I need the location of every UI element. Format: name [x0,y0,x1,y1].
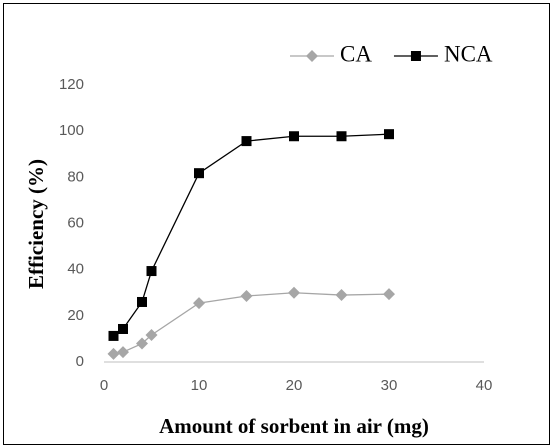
data-point [146,266,157,277]
x-tick-label: 40 [476,377,493,394]
legend-marker [410,51,421,61]
legend-label: NCA [444,41,493,66]
legend-label: CA [340,41,372,66]
y-tick-label: 60 [67,214,84,231]
data-point [336,131,347,142]
data-point [193,297,205,310]
x-axis-title: Amount of sorbent in air (mg) [159,414,429,438]
y-tick-label: 80 [67,168,84,185]
x-tick-label: 0 [100,377,108,394]
data-point [383,288,395,301]
data-point [241,136,252,147]
data-point [384,129,394,140]
data-point [194,168,204,179]
legend-marker [306,50,318,62]
data-point [145,328,158,341]
y-tick-label: 20 [67,307,84,324]
y-tick-label: 120 [59,76,84,93]
y-axis-title: Efficiency (%) [24,159,48,289]
data-point [107,347,120,360]
y-tick-label: 40 [67,261,84,278]
data-point [108,330,119,341]
x-tick-label: 20 [286,377,303,394]
data-point [288,286,300,299]
data-point [335,289,348,302]
x-tick-label: 10 [191,377,208,394]
y-tick-label: 0 [76,353,84,370]
data-point [117,346,129,359]
x-tick-label: 30 [381,377,398,394]
chart-border [3,3,550,445]
data-point [289,131,299,142]
data-point [118,323,128,334]
y-tick-label: 100 [59,122,84,139]
data-point [240,289,253,302]
data-point [136,337,148,350]
data-point [137,296,147,307]
